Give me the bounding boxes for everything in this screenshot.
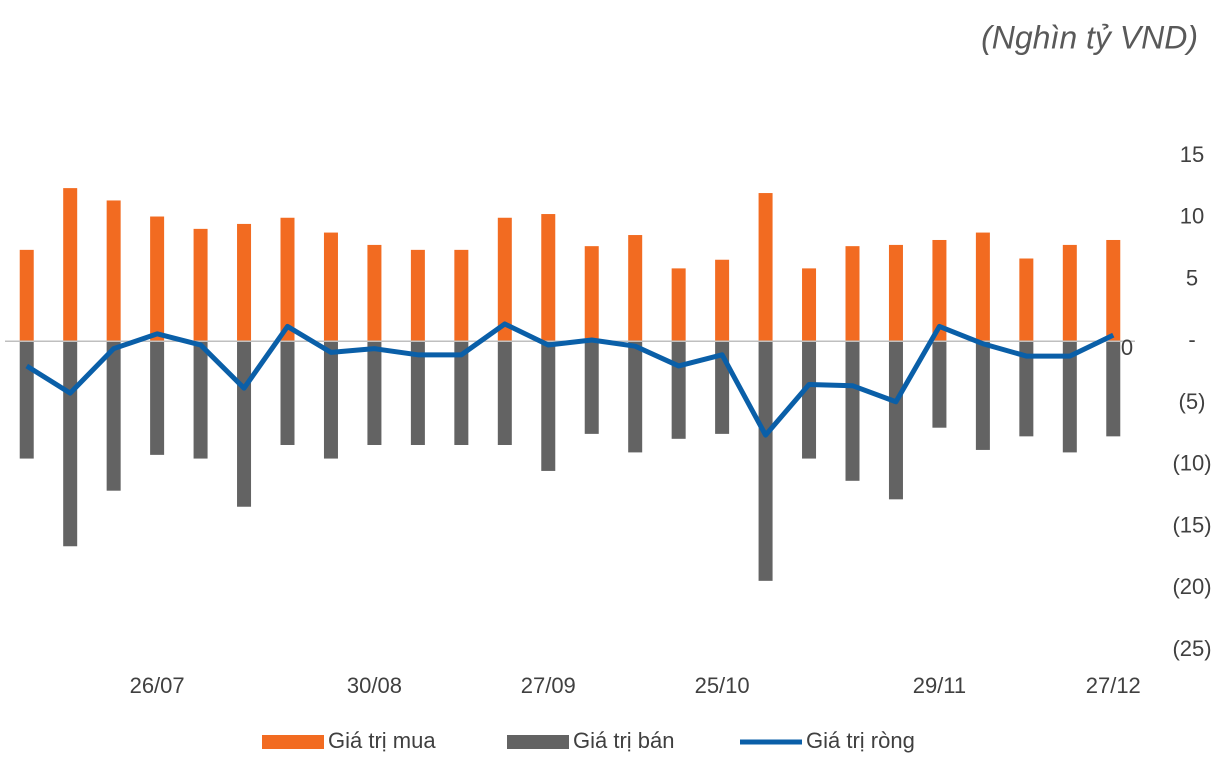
bar xyxy=(454,341,469,445)
bar xyxy=(63,341,78,547)
bar xyxy=(1062,244,1077,342)
legend-swatch xyxy=(262,735,324,749)
bar xyxy=(1019,341,1034,437)
legend-swatch xyxy=(507,735,569,749)
bar xyxy=(671,341,686,439)
bar xyxy=(150,216,165,342)
x-tick-label: 29/11 xyxy=(913,673,966,698)
x-tick-label: 30/08 xyxy=(347,673,402,698)
y-tick-label: (15) xyxy=(1172,512,1211,537)
bar xyxy=(280,217,295,342)
bar xyxy=(410,249,425,342)
y-tick-label: 5 xyxy=(1186,265,1198,290)
y-tick-label: 15 xyxy=(1180,142,1204,167)
bar xyxy=(1019,258,1034,342)
y-tick-label: - xyxy=(1188,327,1195,352)
bar xyxy=(584,341,599,434)
x-tick-label: 27/12 xyxy=(1086,673,1141,698)
x-tick-label: 27/09 xyxy=(521,673,576,698)
bar xyxy=(845,246,860,342)
bar xyxy=(106,200,121,342)
unit-label: (Nghìn tỷ VND) xyxy=(981,19,1198,55)
bar xyxy=(193,341,208,459)
bar xyxy=(845,341,860,481)
line xyxy=(25,321,1115,438)
bar xyxy=(193,228,208,342)
y-tick-label: (20) xyxy=(1172,574,1211,599)
bar xyxy=(758,341,773,581)
legend-label: Giá trị ròng xyxy=(806,728,915,753)
x-tick-label: 26/07 xyxy=(130,673,185,698)
bar xyxy=(410,341,425,445)
bar xyxy=(497,217,512,342)
bar xyxy=(802,268,817,342)
bar xyxy=(541,214,556,342)
bar xyxy=(323,232,338,342)
bar xyxy=(1062,341,1077,453)
bar xyxy=(280,341,295,445)
y-tick-label: (10) xyxy=(1172,451,1211,476)
bar xyxy=(628,341,643,453)
bar xyxy=(888,341,903,500)
x-tick-label: 25/10 xyxy=(695,673,750,698)
bar xyxy=(19,249,34,342)
bar xyxy=(367,341,382,445)
bar xyxy=(1106,341,1121,437)
bar xyxy=(237,341,252,507)
bar xyxy=(671,268,686,342)
bar xyxy=(63,188,78,342)
y-tick-label: 10 xyxy=(1180,204,1204,229)
bar xyxy=(802,341,817,459)
bar xyxy=(975,232,990,342)
bar xyxy=(541,341,556,471)
legend-label: Giá trị bán xyxy=(573,728,675,753)
bar xyxy=(1106,239,1121,342)
bar xyxy=(367,244,382,342)
bar xyxy=(150,341,165,455)
bar xyxy=(758,193,773,342)
y-tick-label: (25) xyxy=(1172,636,1211,661)
bar xyxy=(975,341,990,450)
bar xyxy=(715,259,730,342)
y-tick-label: (5) xyxy=(1179,389,1206,414)
bar xyxy=(628,235,643,342)
bar xyxy=(19,341,34,459)
bar xyxy=(932,239,947,342)
bar xyxy=(454,249,469,342)
legend-label: Giá trị mua xyxy=(328,728,436,753)
bar xyxy=(888,244,903,342)
bar xyxy=(584,246,599,342)
bar xyxy=(237,223,252,342)
bar xyxy=(497,341,512,445)
annotation: 0 xyxy=(1121,335,1133,360)
bar xyxy=(932,341,947,428)
bar xyxy=(323,341,338,459)
bar xyxy=(106,341,121,491)
